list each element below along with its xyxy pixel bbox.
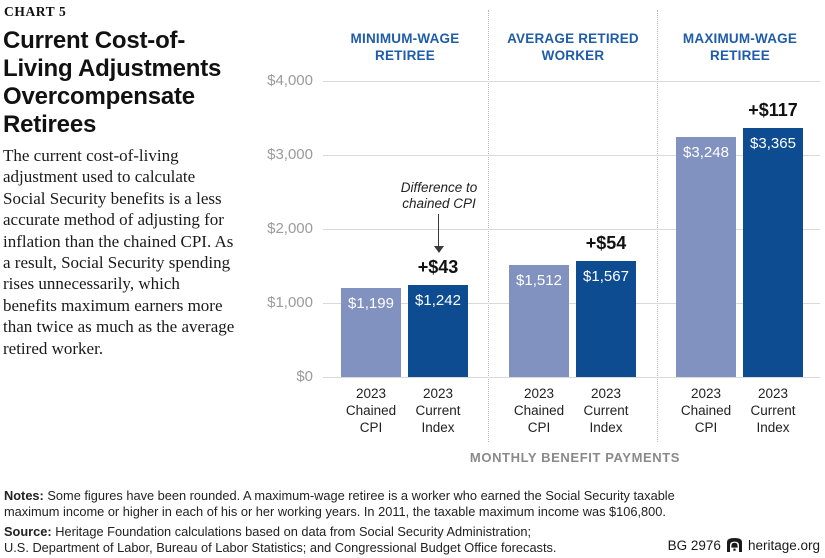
gridline <box>323 303 820 304</box>
annotation-arrowhead-icon <box>434 246 444 253</box>
publication-line: BG 2976 heritage.org <box>668 536 820 554</box>
x-axis-title: MONTHLY BENEFIT PAYMENTS <box>469 450 681 465</box>
group-header-minimum-wage: MINIMUM-WAGE RETIREE <box>350 31 460 63</box>
bar-value-label: $3,365 <box>750 135 796 152</box>
source-line1: Source: Heritage Foundation calculations… <box>4 524 532 539</box>
y-axis-label: $3,000 <box>267 146 313 163</box>
group-separator <box>488 10 489 442</box>
x-axis-category-label: 2023 Current Index <box>415 386 461 435</box>
source: Source: Heritage Foundation calculations… <box>4 524 784 556</box>
bar-fill <box>341 288 401 377</box>
notes-label: Notes: <box>4 488 44 503</box>
website-link[interactable]: heritage.org <box>747 537 820 553</box>
difference-label: +$54 <box>585 233 627 253</box>
bar-value-label: $1,512 <box>516 272 562 289</box>
bar-fill <box>509 265 569 377</box>
gridline <box>323 155 820 156</box>
y-axis-label: $4,000 <box>267 72 313 89</box>
publication-id: BG 2976 <box>667 537 721 553</box>
chart-number-label: CHART 5 <box>4 4 67 19</box>
bar-current-index: $1,567 +$54 <box>576 233 636 377</box>
y-axis-label: $1,000 <box>267 294 313 311</box>
bar-current-index: $1,242 +$43 <box>408 257 468 377</box>
annotation-difference-to-chained-cpi: Difference to chained CPI <box>400 180 478 211</box>
group-separator <box>657 10 658 442</box>
bar-value-label: $1,567 <box>583 268 629 285</box>
difference-label: +$117 <box>748 100 798 120</box>
notes-line2: maximum income or higher in each of his … <box>4 504 666 519</box>
gridline <box>323 377 820 378</box>
page-title: Current Cost-of-Living Adjustments Overc… <box>3 27 222 138</box>
annotation-arrow <box>438 214 439 247</box>
group-header-maximum-wage: MAXIMUM-WAGE RETIREE <box>682 31 798 63</box>
bar-fill <box>408 285 468 377</box>
notes: Notes: Some figures have been rounded. A… <box>4 488 784 520</box>
bar-value-label: $1,242 <box>415 292 461 309</box>
y-axis-label: $2,000 <box>267 220 313 237</box>
bar-chained-cpi: $1,512 <box>509 265 569 377</box>
gridline <box>323 81 820 82</box>
source-line2: U.S. Department of Labor, Bureau of Labo… <box>4 540 557 555</box>
x-axis-category-label: 2023 Chained CPI <box>680 386 732 435</box>
chart-description: The current cost-of-living adjustment us… <box>3 146 235 358</box>
bar-current-index: $3,365 +$117 <box>743 100 803 377</box>
difference-label: +$43 <box>417 257 459 277</box>
heritage-bell-icon <box>726 537 743 555</box>
bar-fill <box>576 261 636 377</box>
bar-value-label: $3,248 <box>683 144 729 161</box>
x-axis-category-label: 2023 Current Index <box>750 386 796 435</box>
group-header-average-retired: AVERAGE RETIRED WORKER <box>507 31 639 63</box>
bar-fill <box>743 128 803 377</box>
notes-line1: Notes: Some figures have been rounded. A… <box>4 488 675 503</box>
y-axis-label: $0 <box>296 368 313 385</box>
x-axis-category-label: 2023 Chained CPI <box>513 386 565 435</box>
bar-chained-cpi: $3,248 <box>676 137 736 377</box>
bar-fill <box>676 137 736 377</box>
bar-value-label: $1,199 <box>348 295 394 312</box>
bar-chained-cpi: $1,199 <box>341 288 401 377</box>
x-axis-category-label: 2023 Current Index <box>583 386 629 435</box>
gridline <box>323 229 820 230</box>
source-label: Source: <box>4 524 52 539</box>
x-axis-category-label: 2023 Chained CPI <box>345 386 397 435</box>
